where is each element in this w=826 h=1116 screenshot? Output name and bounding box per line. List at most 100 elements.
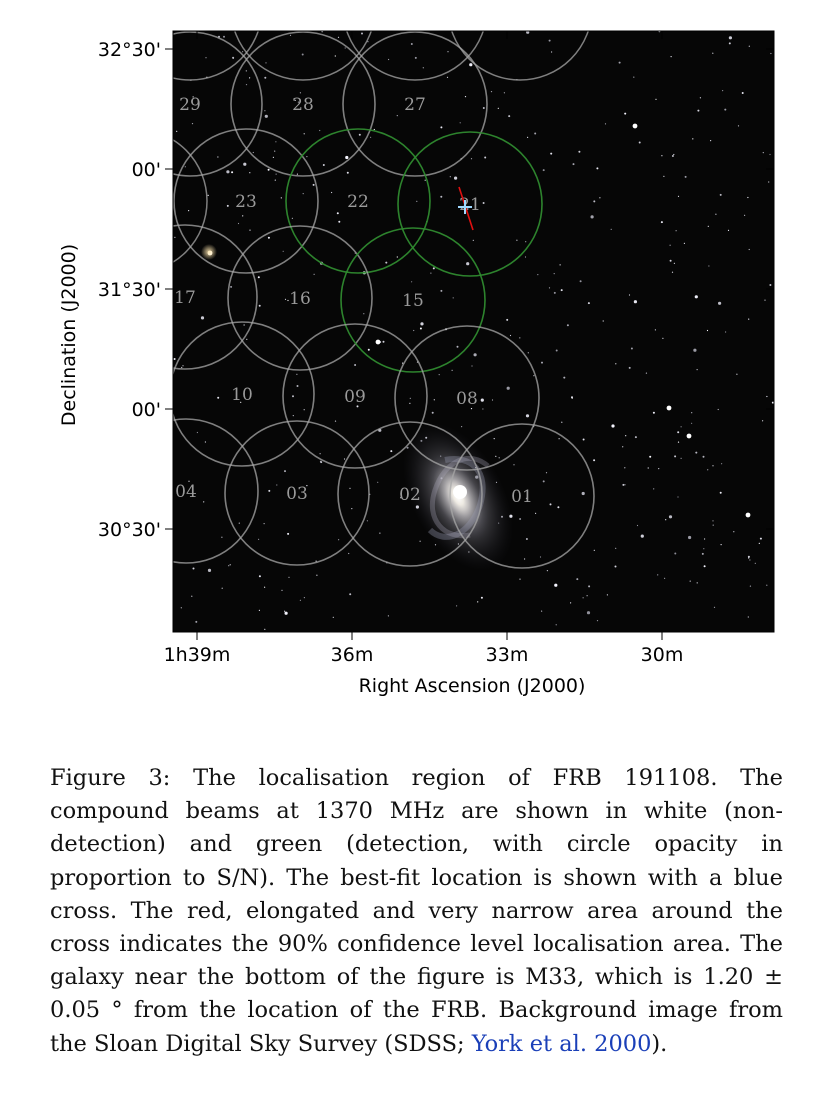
star [409, 402, 411, 404]
star [430, 272, 432, 274]
star [265, 62, 267, 64]
star [669, 259, 672, 262]
beam-label: 15 [402, 291, 424, 311]
star [614, 565, 617, 568]
beam-circle-22 [285, 128, 431, 274]
beam-circle-29 [173, 31, 263, 177]
star [674, 455, 677, 458]
star [299, 599, 301, 601]
star [606, 594, 609, 596]
star [366, 520, 368, 522]
star [611, 424, 615, 428]
star [336, 212, 339, 215]
star [302, 193, 304, 195]
star [706, 329, 709, 332]
star [471, 365, 473, 367]
star [245, 70, 247, 72]
star [188, 210, 190, 212]
star [712, 465, 714, 467]
star [516, 239, 518, 241]
star [316, 574, 318, 576]
star [688, 535, 692, 540]
star [670, 56, 672, 58]
star [770, 52, 772, 55]
star [503, 92, 505, 94]
star [217, 396, 220, 399]
star [633, 76, 635, 78]
star [306, 485, 308, 487]
star [710, 140, 712, 142]
star [297, 101, 299, 103]
beam-circle [173, 138, 208, 264]
star [693, 348, 697, 352]
bright-star [666, 405, 672, 411]
star [720, 544, 722, 546]
star [699, 97, 702, 99]
star [192, 96, 194, 98]
star [264, 628, 266, 630]
beam-circle-21 [397, 131, 543, 277]
star [721, 463, 723, 465]
star [230, 285, 233, 288]
y-tick-label: 31°30' [98, 279, 161, 301]
star [495, 455, 497, 457]
star [675, 230, 677, 232]
star [655, 98, 657, 100]
star [766, 584, 768, 586]
star [182, 365, 184, 367]
star [707, 469, 709, 471]
star [356, 405, 359, 408]
star [345, 155, 349, 160]
star [506, 386, 510, 390]
star [473, 353, 477, 357]
star [701, 552, 704, 555]
star [422, 67, 424, 69]
star [258, 538, 260, 541]
star [207, 568, 212, 573]
star [184, 166, 186, 168]
star [663, 175, 665, 177]
star [728, 36, 733, 40]
star [555, 624, 557, 626]
star [749, 559, 751, 561]
star [292, 415, 294, 417]
star [525, 538, 528, 540]
star [264, 110, 266, 112]
star [331, 191, 333, 194]
star [546, 570, 549, 572]
star [243, 162, 247, 166]
beam-label: 16 [289, 289, 311, 309]
star [602, 320, 604, 322]
star [322, 164, 325, 166]
star [560, 289, 563, 292]
star [694, 295, 698, 299]
star [367, 41, 369, 43]
star [466, 262, 470, 266]
star [542, 169, 545, 172]
star [759, 537, 762, 540]
star [754, 562, 756, 564]
star [771, 401, 774, 404]
star [240, 401, 242, 403]
star [498, 457, 500, 459]
citation-link[interactable]: York et al. 2000 [471, 1030, 652, 1057]
star [456, 345, 459, 348]
star [440, 289, 443, 292]
beam-circle-02 [337, 421, 483, 567]
star [596, 167, 599, 170]
star [464, 96, 467, 98]
star [276, 484, 278, 486]
x-tick-label: 30m [641, 644, 684, 666]
star [673, 262, 676, 264]
star [691, 422, 693, 424]
star [593, 549, 595, 551]
star [719, 491, 722, 494]
star [722, 90, 724, 92]
star [748, 318, 750, 320]
star [541, 361, 543, 364]
star [284, 610, 286, 612]
star [491, 399, 494, 401]
bright-star [686, 433, 692, 439]
y-tick-label: 00' [132, 159, 161, 181]
star [519, 518, 522, 520]
